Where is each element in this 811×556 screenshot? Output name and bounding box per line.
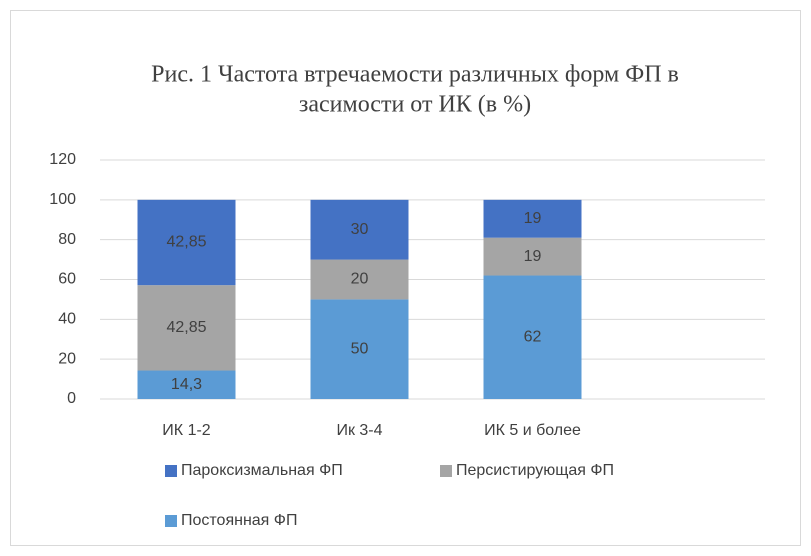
y-tick-label: 40 — [58, 311, 76, 328]
bar-segment — [310, 259, 409, 300]
data-label: 62 — [524, 328, 542, 345]
bar-segment — [137, 285, 236, 371]
data-label: 50 — [351, 340, 369, 357]
bar-segment — [483, 199, 582, 238]
legend-swatch — [165, 465, 177, 477]
y-tick-label: 80 — [58, 231, 76, 248]
x-tick-label: ИК 1-2 — [162, 422, 210, 439]
bar-segment — [310, 299, 409, 399]
data-label: 20 — [351, 271, 369, 288]
data-label: 19 — [524, 248, 542, 265]
legend-swatch — [165, 515, 177, 527]
data-label: 14,3 — [171, 376, 202, 393]
legend-label: Постоянная ФП — [181, 512, 297, 529]
legend-swatch — [440, 465, 452, 477]
chart-title: Рис. 1 Частота втречаемости различных фо… — [151, 62, 679, 88]
y-tick-label: 20 — [58, 350, 76, 367]
bar-segment — [483, 275, 582, 399]
data-label: 19 — [524, 210, 542, 227]
y-tick-label: 60 — [58, 271, 76, 288]
bar-segment — [483, 237, 582, 276]
data-label: 30 — [351, 221, 369, 238]
legend-label: Пароксизмальная ФП — [181, 462, 343, 479]
legend-label: Персистирующая ФП — [456, 462, 614, 479]
y-tick-label: 120 — [49, 151, 76, 168]
bar-segment — [137, 199, 236, 286]
bar-segment — [310, 199, 409, 260]
chart-title: засимости от ИК (в %) — [299, 92, 531, 118]
y-tick-label: 0 — [67, 390, 76, 407]
data-label: 42,85 — [166, 234, 206, 251]
data-label: 42,85 — [166, 319, 206, 336]
x-tick-label: Ик 3-4 — [336, 422, 382, 439]
x-tick-label: ИК 5 и более — [484, 422, 581, 439]
y-tick-label: 100 — [49, 191, 76, 208]
bar-segment — [137, 370, 236, 399]
